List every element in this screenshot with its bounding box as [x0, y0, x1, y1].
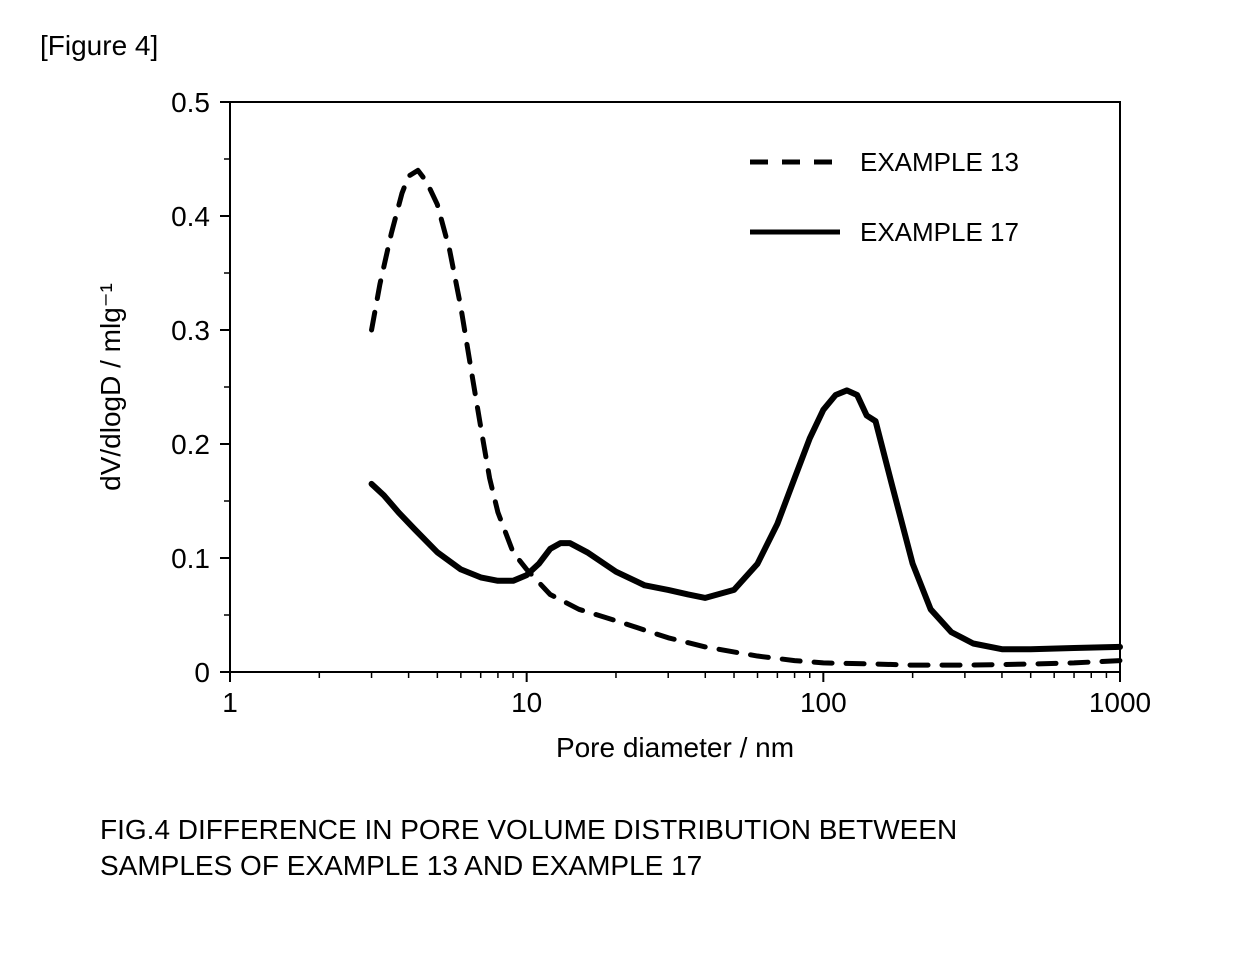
x-tick-label: 1 — [222, 687, 238, 718]
caption-line-2: SAMPLES OF EXAMPLE 13 AND EXAMPLE 17 — [100, 850, 702, 881]
figure-label: [Figure 4] — [40, 30, 1200, 62]
y-tick-label: 0.5 — [171, 87, 210, 118]
y-tick-label: 0.1 — [171, 543, 210, 574]
caption-line-1: FIG.4 DIFFERENCE IN PORE VOLUME DISTRIBU… — [100, 814, 957, 845]
y-tick-label: 0.4 — [171, 201, 210, 232]
chart-svg: 1 10 100 1000 Pore diameter / nm 0 0.1 0.2 0.3 0.… — [60, 72, 1160, 792]
y-axis-label: dV/dlogD / mlg⁻¹ — [95, 283, 126, 491]
legend-label: EXAMPLE 17 — [860, 217, 1019, 247]
x-tick-label: 1000 — [1089, 687, 1151, 718]
y-tick-label: 0 — [194, 657, 210, 688]
pore-distribution-chart: 1 10 100 1000 Pore diameter / nm 0 0.1 0.2 0.3 0.… — [60, 72, 1160, 792]
series-example-17 — [372, 390, 1120, 649]
x-tick-label: 100 — [800, 687, 847, 718]
legend-label: EXAMPLE 13 — [860, 147, 1019, 177]
x-tick-label: 10 — [511, 687, 542, 718]
y-tick-label: 0.3 — [171, 315, 210, 346]
x-axis-label: Pore diameter / nm — [556, 732, 794, 763]
y-tick-label: 0.2 — [171, 429, 210, 460]
figure-caption: FIG.4 DIFFERENCE IN PORE VOLUME DISTRIBU… — [100, 812, 1200, 885]
